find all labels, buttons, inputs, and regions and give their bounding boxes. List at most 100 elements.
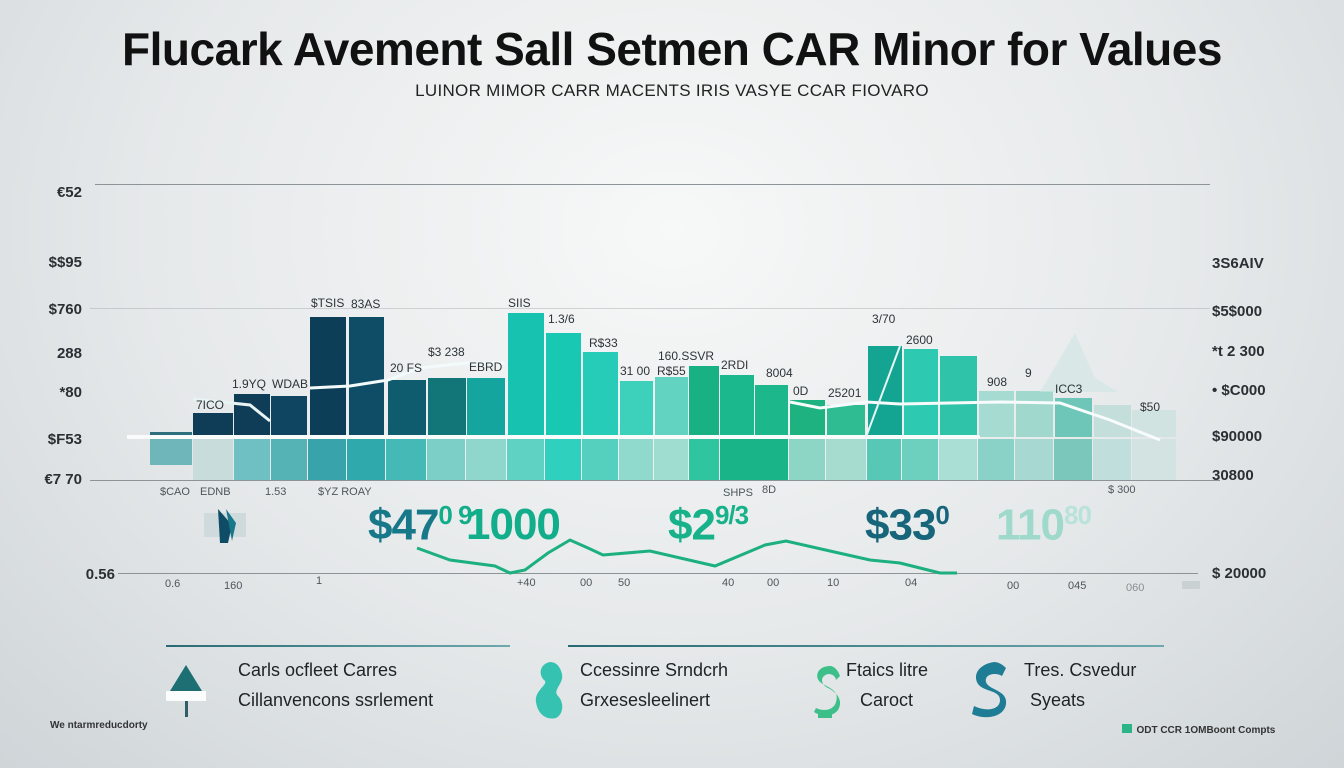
bar-label: $TSIS bbox=[311, 296, 345, 310]
legend-label: Tres. Csvedur bbox=[1024, 660, 1137, 680]
bar-label: 0D bbox=[793, 384, 809, 398]
x-label: 1 bbox=[316, 575, 323, 587]
bar bbox=[827, 405, 865, 437]
bar bbox=[620, 381, 653, 437]
bar-label: 1.3/6 bbox=[548, 312, 575, 326]
bar-label: 9 bbox=[1025, 366, 1032, 380]
bar-label: 2RDI bbox=[721, 358, 749, 372]
bar-lower bbox=[386, 439, 426, 480]
dollar-sign-icon bbox=[972, 662, 1007, 718]
bar-label: 908 bbox=[987, 375, 1008, 389]
bar-lower bbox=[347, 439, 385, 480]
y-label: 288 bbox=[56, 345, 82, 362]
bar bbox=[349, 317, 384, 437]
bar-label: ICC3 bbox=[1055, 382, 1083, 396]
bar-lower bbox=[689, 439, 719, 480]
bar-label: 2600 bbox=[906, 333, 933, 347]
bar-lower bbox=[978, 439, 1014, 480]
bar-label: 31 00 bbox=[620, 364, 651, 378]
legend-divider bbox=[568, 645, 1164, 647]
gridline-top bbox=[95, 184, 1210, 185]
bar-lower bbox=[789, 439, 825, 480]
bar bbox=[193, 413, 233, 437]
legend-label: Syeats bbox=[1030, 690, 1086, 710]
bar-label: $50 bbox=[1140, 400, 1161, 414]
big-value: $330 bbox=[865, 500, 950, 550]
chart-title: Flucark Avement Sall Setmen CAR Minor fo… bbox=[122, 23, 1222, 75]
y-label: $90000 bbox=[1212, 428, 1263, 445]
y-label: $5$000 bbox=[1212, 303, 1263, 320]
bar bbox=[467, 378, 505, 437]
legend-label: Ccessinre Srndcrh bbox=[580, 660, 729, 680]
tree-graphic-icon bbox=[202, 505, 252, 545]
bar-lower bbox=[867, 439, 901, 480]
gridline-lower-axis bbox=[118, 573, 1198, 574]
bar-label: SIIS bbox=[508, 296, 531, 310]
bar-lower bbox=[150, 439, 192, 465]
bar-lower bbox=[1015, 439, 1053, 480]
bar bbox=[904, 349, 938, 437]
bar-label: 8004 bbox=[766, 366, 793, 380]
chart-subtitle: LUINOR MIMOR CARR MACENTS IRIS VASYE CCA… bbox=[415, 81, 929, 100]
big-value: 11080 bbox=[996, 500, 1092, 550]
bar bbox=[271, 396, 307, 437]
bar-label: 25201 bbox=[828, 386, 862, 400]
bar-lower bbox=[271, 439, 307, 480]
bar bbox=[1016, 391, 1053, 437]
bar-lower bbox=[507, 439, 544, 480]
bar-label: 7ICO bbox=[196, 398, 225, 412]
x-label: 00 bbox=[1007, 580, 1020, 592]
y-label: $ 20000 bbox=[1212, 565, 1267, 582]
x-label: 060 bbox=[1126, 582, 1145, 594]
bar-lower bbox=[654, 439, 688, 480]
bar-lower bbox=[1093, 439, 1131, 480]
dollar-sign-icon bbox=[535, 662, 563, 719]
legend-label: Caroct bbox=[860, 690, 914, 710]
bar-lower bbox=[1132, 439, 1176, 480]
x-label: 0.6 bbox=[165, 578, 181, 590]
bar bbox=[583, 352, 618, 437]
gridline-mid bbox=[90, 308, 1210, 309]
x-label: $CAO bbox=[160, 486, 190, 498]
bar bbox=[755, 385, 788, 437]
x-label: 8D bbox=[762, 484, 777, 496]
bar-lower bbox=[582, 439, 618, 480]
y-label: 30800 bbox=[1212, 467, 1254, 484]
y-label: • $C000 bbox=[1212, 382, 1266, 399]
x-label: 1.53 bbox=[265, 486, 287, 498]
bar-label: 83AS bbox=[351, 297, 381, 311]
x-label: 40 bbox=[722, 577, 735, 589]
x-label: 10 bbox=[827, 577, 840, 589]
bar-lower bbox=[193, 439, 233, 480]
y-label: *t 2 300 bbox=[1212, 343, 1265, 360]
y-label: $F53 bbox=[47, 431, 82, 448]
bar bbox=[428, 378, 466, 437]
bar-lower bbox=[427, 439, 465, 480]
y-label: $760 bbox=[48, 301, 82, 318]
x-label: $YZ ROAY bbox=[318, 486, 372, 498]
bar-lower bbox=[720, 439, 788, 480]
tree-icon bbox=[166, 665, 206, 717]
x-label: 045 bbox=[1068, 580, 1087, 592]
y-label: *80 bbox=[59, 384, 82, 401]
x-label: 00 bbox=[580, 577, 593, 589]
bar-label: 3/70 bbox=[872, 312, 896, 326]
bar-lower bbox=[234, 439, 270, 480]
bar-lower bbox=[545, 439, 581, 480]
bar bbox=[689, 366, 719, 437]
x-label: 160 bbox=[224, 580, 243, 592]
bar-label: WDAB bbox=[272, 377, 308, 391]
bar bbox=[868, 346, 902, 437]
bar bbox=[546, 333, 581, 437]
white-baseline bbox=[127, 435, 977, 439]
bar-lower bbox=[308, 439, 346, 480]
legend-divider bbox=[166, 645, 510, 647]
bar-lower bbox=[826, 439, 866, 480]
dollar-sign-icon bbox=[814, 666, 841, 718]
y-label: €52 bbox=[56, 184, 82, 201]
footer-note-left: We ntarmreducdorty bbox=[50, 720, 148, 731]
bar-label: $3 238 bbox=[428, 345, 465, 359]
gridline-baseline bbox=[90, 480, 1220, 481]
